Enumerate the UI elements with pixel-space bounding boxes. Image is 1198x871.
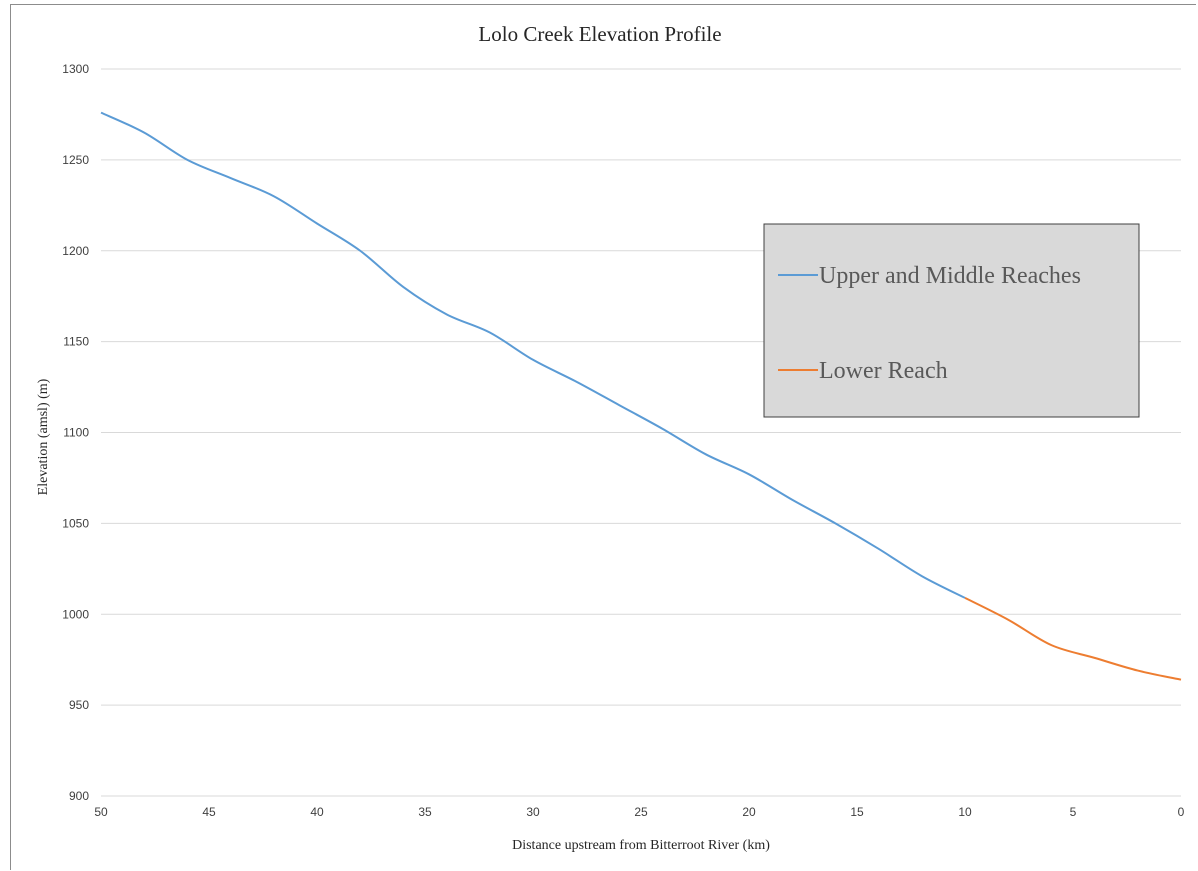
y-tick-label: 950 [69,698,89,712]
chart-background [11,5,1197,871]
series-line-lower [964,597,1182,681]
y-tick-label: 1300 [62,62,89,76]
x-tick-label: 5 [1070,805,1077,819]
y-axis-title: Elevation (amsl) (m) [36,378,51,495]
y-tick-label: 1150 [63,335,89,349]
x-tick-labels: 50 45 40 35 30 25 20 15 10 5 0 [94,805,1184,819]
legend-box [763,223,1140,418]
legend-label-upper: Upper and Middle Reaches [819,263,1081,289]
y-tick-labels: 900 950 1000 1050 1100 1150 1200 1250 1300 [62,62,89,803]
series-line-upper-middle [100,111,966,599]
y-tick-label: 1100 [63,426,89,440]
legend-label-lower: Lower Reach [819,358,948,384]
chart-frame: 900 950 1000 1050 1100 1150 1200 1250 1300 50 45 4… [10,4,1197,871]
x-axis-title: Distance upstream from Bitterroot River … [512,838,770,853]
x-tick-label: 45 [202,805,216,819]
y-tick-label: 1250 [62,153,89,167]
chart-title: Lolo Creek Elevation Profile [478,22,721,46]
y-tick-label: 1000 [62,607,89,621]
legend: Upper and Middle Reaches Lower Reach [763,223,1140,418]
x-tick-label: 25 [634,805,648,819]
x-tick-label: 15 [850,805,864,819]
x-tick-label: 35 [418,805,432,819]
x-tick-label: 10 [958,805,972,819]
x-tick-label: 40 [310,805,324,819]
x-tick-label: 30 [526,805,540,819]
x-tick-label: 20 [742,805,756,819]
series-lines [100,111,1182,681]
gridlines [101,68,1181,706]
y-tick-label: 1050 [62,516,89,530]
x-tick-label: 50 [94,805,108,819]
y-tick-label: 900 [69,789,89,803]
x-tick-label: 0 [1178,805,1185,819]
y-tick-label: 1200 [62,244,89,258]
